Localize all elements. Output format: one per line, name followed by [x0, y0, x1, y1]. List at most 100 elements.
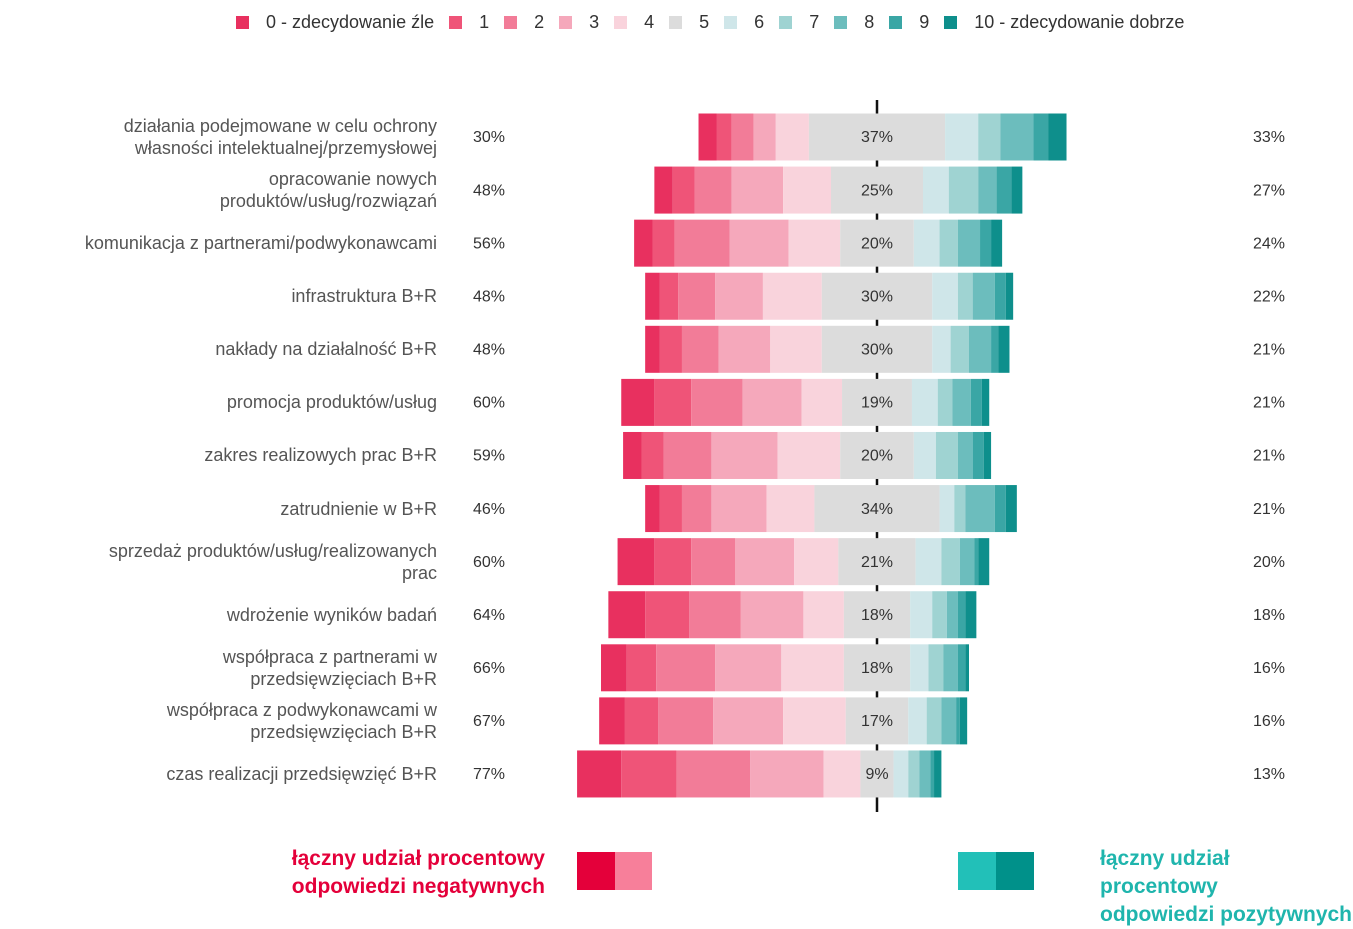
legend-label: 9 — [919, 12, 930, 32]
bar-segment — [996, 166, 1012, 214]
legend-label: 0 - zdecydowanie źle — [266, 12, 435, 32]
bar-segment — [678, 272, 716, 320]
negative-share: 30% — [473, 129, 505, 146]
bar-segment — [842, 378, 912, 426]
bar-segment — [965, 644, 969, 692]
negative-share: 46% — [473, 501, 505, 518]
bar-segment — [965, 485, 995, 533]
negative-share: 77% — [473, 766, 505, 783]
bar-segment — [978, 538, 990, 586]
positive-share: 27% — [1253, 182, 1285, 199]
bar-segment — [740, 591, 804, 639]
bar-segment — [935, 431, 958, 479]
bar-segment — [621, 378, 655, 426]
legend-item: 2 — [504, 12, 544, 33]
bar-segment — [711, 485, 767, 533]
legend-item: 1 — [449, 12, 489, 33]
bar-segment — [742, 378, 802, 426]
neutral-label: 20% — [861, 235, 893, 252]
legend-item: 6 — [724, 12, 764, 33]
bar-segment — [814, 485, 940, 533]
bar-segment — [937, 378, 953, 426]
category-label: promocja produktów/usług — [226, 392, 437, 413]
legend-label: 7 — [809, 12, 820, 32]
neutral-label: 18% — [861, 607, 893, 624]
bar-segment — [659, 485, 682, 533]
bar-segment — [957, 644, 966, 692]
bar-segment — [766, 485, 815, 533]
bar-segment — [945, 113, 979, 161]
legend-label: 5 — [699, 12, 710, 32]
bar-segment — [913, 431, 936, 479]
bar-segment — [658, 697, 714, 745]
bar-segment — [601, 644, 627, 692]
bar-segment — [654, 378, 692, 426]
bar-segment — [954, 485, 966, 533]
bar-segment — [957, 431, 973, 479]
legend-label: 3 — [589, 12, 600, 32]
category-label: czas realizacji przedsięwzięć B+R — [166, 763, 437, 784]
bar-segment — [957, 272, 973, 320]
legend-swatch — [889, 16, 903, 29]
negative-share: 48% — [473, 342, 505, 359]
legend-item: 7 — [779, 12, 819, 33]
bar-segment — [941, 538, 960, 586]
bar-segment — [934, 750, 942, 798]
neutral-label: 37% — [861, 129, 893, 146]
bar-segment — [645, 591, 690, 639]
bar-segment — [941, 697, 957, 745]
bar-segment — [770, 325, 822, 373]
bar-segment — [608, 591, 646, 639]
neutral-label: 17% — [861, 713, 893, 730]
positive-share: 21% — [1253, 395, 1285, 412]
bar-segment — [957, 219, 981, 267]
bar-segment — [656, 644, 716, 692]
bar-segment — [654, 538, 692, 586]
bar-segment — [978, 166, 997, 214]
bar-segment — [715, 272, 763, 320]
legend-item: 3 — [559, 12, 599, 33]
legend-swatch — [834, 16, 848, 29]
bar-segment — [928, 644, 944, 692]
bar-segment — [775, 113, 809, 161]
positive-share: 22% — [1253, 288, 1285, 305]
legend-swatch — [944, 16, 958, 29]
bar-segment — [645, 272, 660, 320]
negative-share: 48% — [473, 182, 505, 199]
bar-segment — [932, 591, 947, 639]
neutral-label: 18% — [861, 660, 893, 677]
bar-segment — [718, 325, 771, 373]
bar-segment — [762, 272, 822, 320]
legend-swatch — [449, 16, 463, 29]
neutral-label: 21% — [861, 554, 893, 571]
bar-segment — [716, 113, 732, 161]
legend-item: 4 — [614, 12, 654, 33]
neutral-label: 19% — [861, 395, 893, 412]
legend-swatch — [559, 16, 573, 29]
bar-segment — [860, 750, 894, 798]
legend-item: 0 - zdecydowanie źle — [236, 12, 434, 33]
category-label: komunikacja z partnerami/podwykonawcami — [84, 233, 437, 254]
bar-segment — [1011, 166, 1023, 214]
bar-segment — [943, 644, 958, 692]
bar-segment — [959, 538, 975, 586]
bar-segment — [972, 431, 984, 479]
bar-segment — [731, 113, 754, 161]
category-label: działania podejmowane w celu ochrony wła… — [123, 116, 437, 158]
legend-item: 9 — [889, 12, 929, 33]
bar-segment — [753, 113, 776, 161]
bar-segment — [893, 750, 909, 798]
bar-segment — [731, 166, 784, 214]
legend-item: 5 — [669, 12, 709, 33]
bar-segment — [698, 113, 717, 161]
bar-segment — [840, 219, 914, 267]
legend-swatch — [504, 16, 518, 29]
positive-share: 21% — [1253, 342, 1285, 359]
bar-segment — [843, 591, 911, 639]
positive-share: 18% — [1253, 607, 1285, 624]
bar-segment — [915, 538, 942, 586]
bar-segment — [1048, 113, 1067, 161]
legend-label: 8 — [864, 12, 875, 32]
bar-segment — [843, 644, 911, 692]
bar-segment — [959, 697, 968, 745]
